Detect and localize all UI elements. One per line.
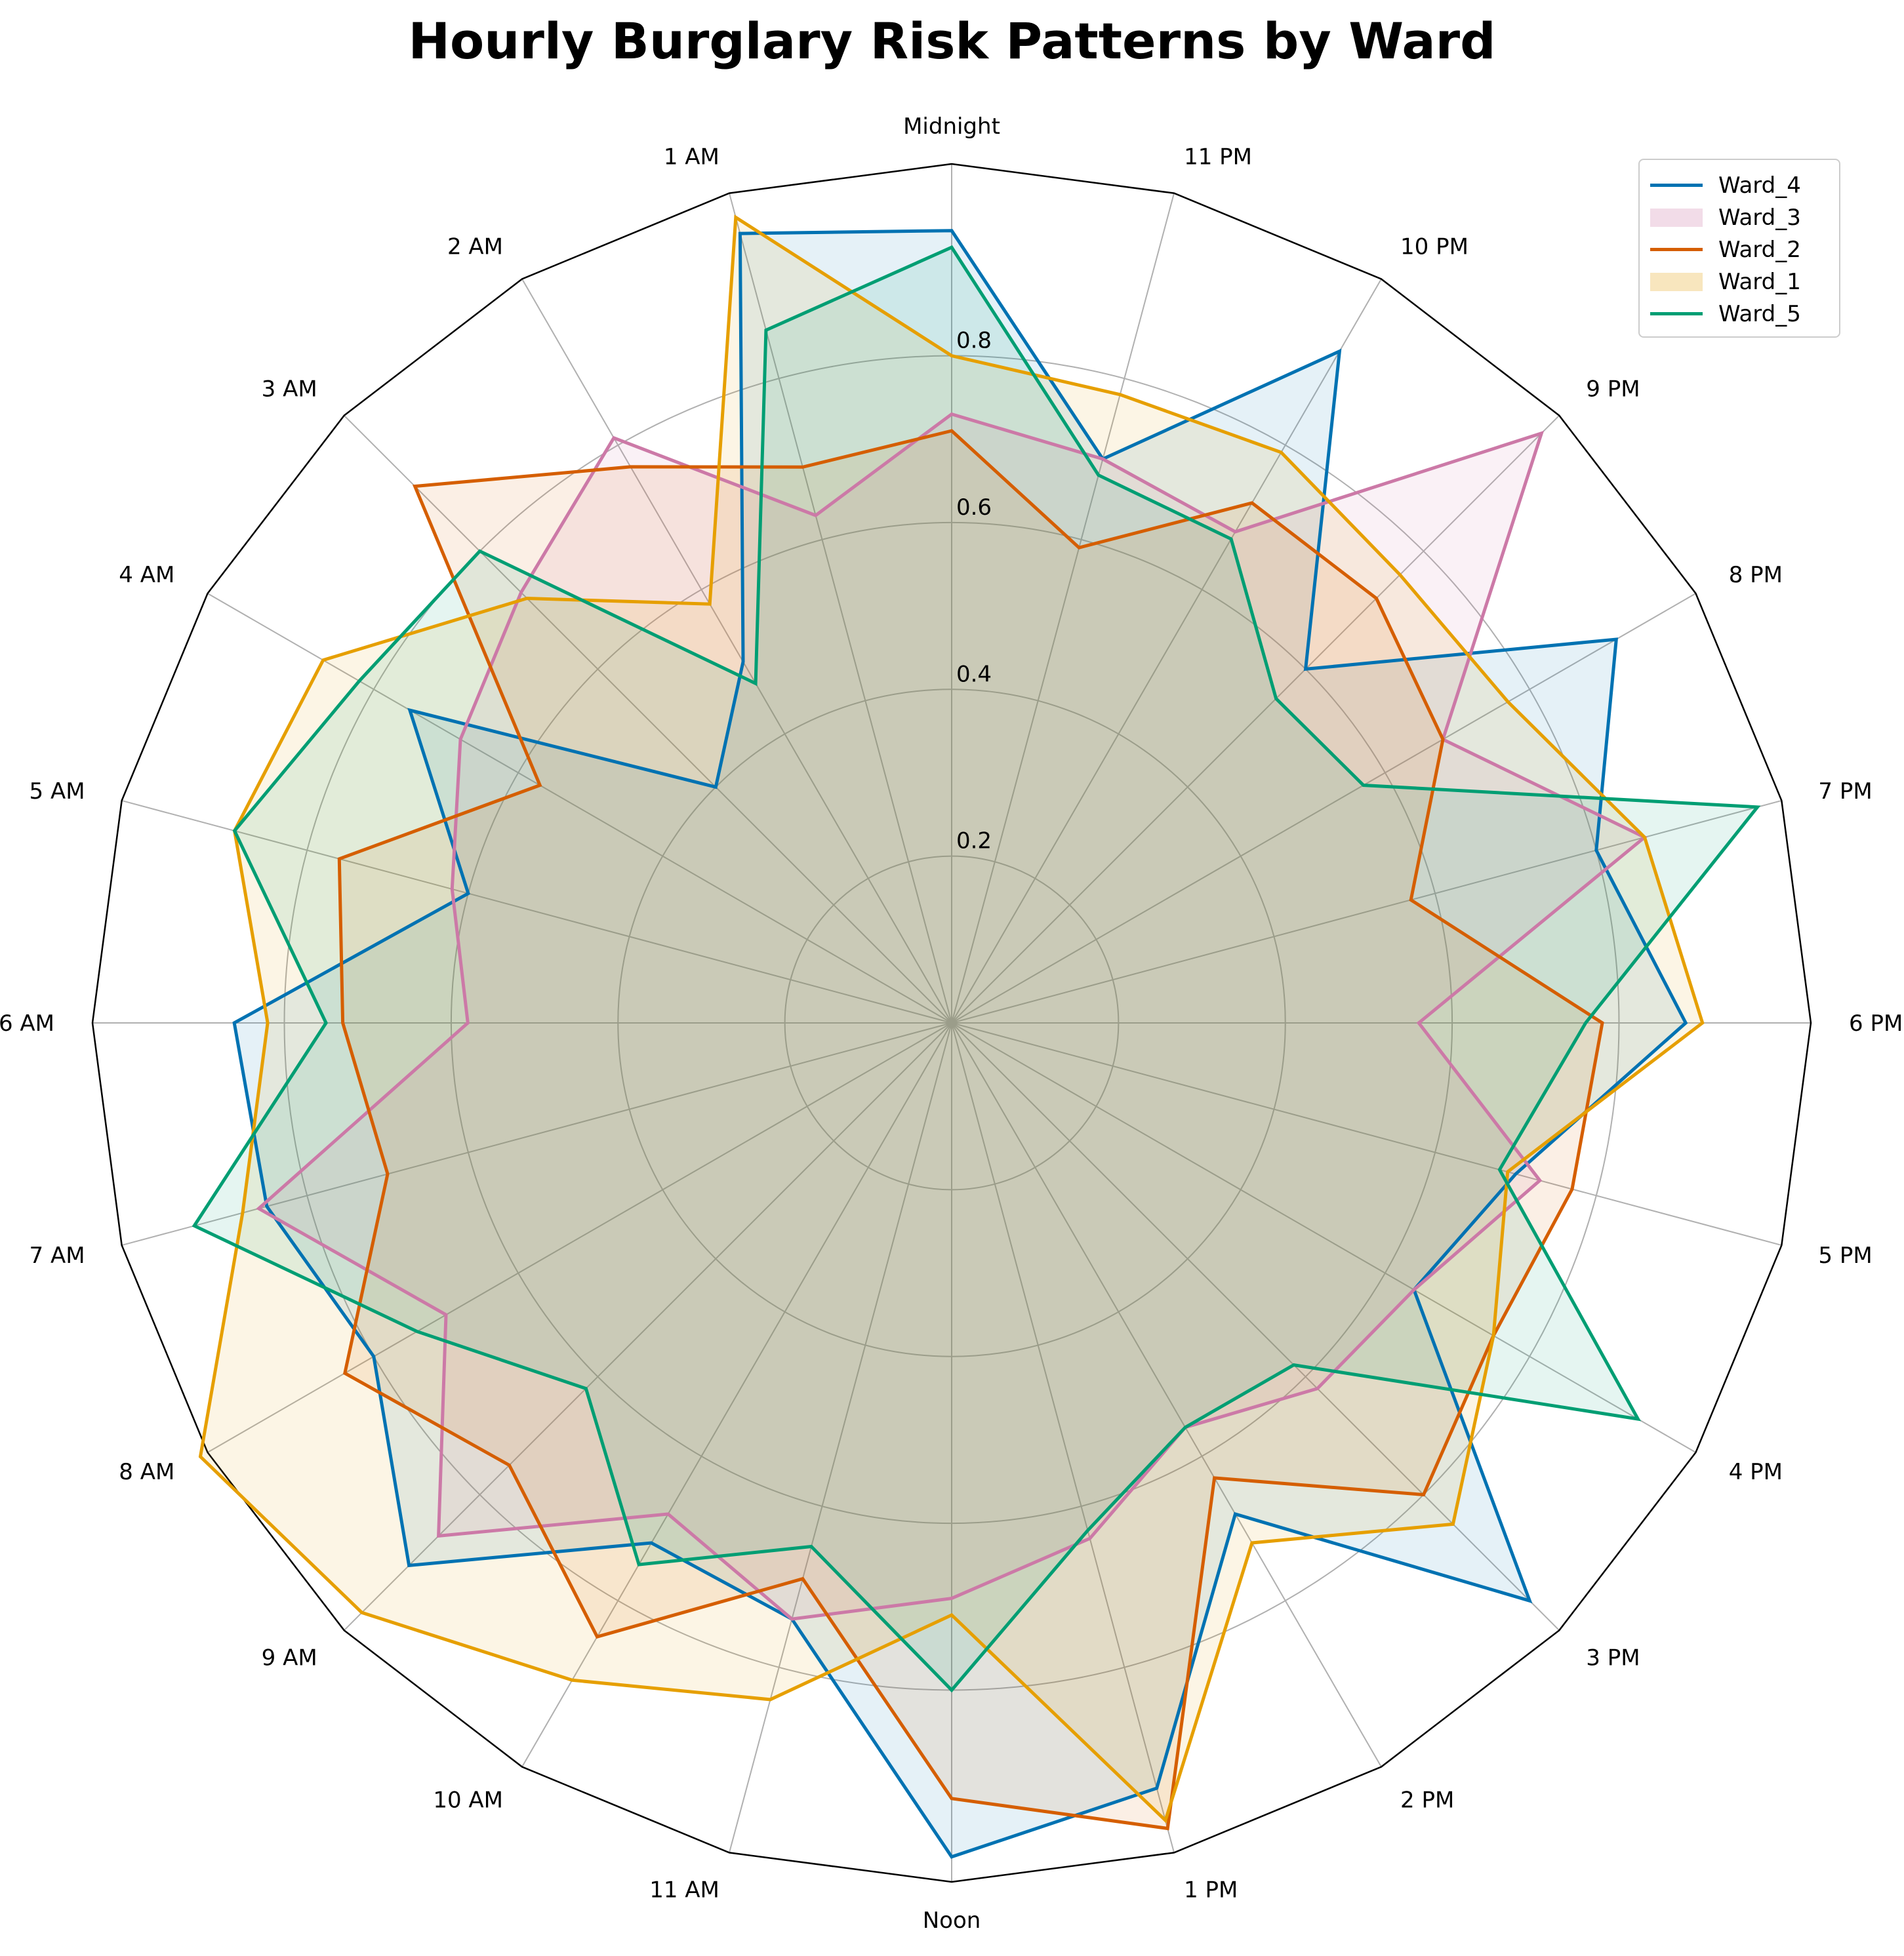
legend-entry: Ward_2 bbox=[1650, 233, 1829, 266]
legend-swatch bbox=[1650, 208, 1703, 227]
angle-label: 11 AM bbox=[649, 1877, 719, 1903]
legend: Ward_4 Ward_3 Ward_2 Ward_1 Ward_5 bbox=[1638, 159, 1840, 338]
series-lines bbox=[192, 214, 1761, 1859]
angle-label: 3 AM bbox=[262, 376, 317, 403]
spoke-line bbox=[951, 1022, 1560, 1631]
angle-label: 4 AM bbox=[119, 562, 174, 588]
angle-label: 8 PM bbox=[1729, 562, 1783, 588]
angle-label: 2 AM bbox=[447, 233, 503, 260]
series-line-Ward_4 bbox=[232, 229, 1688, 1859]
legend-label: Ward_1 bbox=[1718, 268, 1801, 295]
series-fill-Ward_2 bbox=[339, 431, 1602, 1829]
spoke-line bbox=[951, 414, 1560, 1024]
angle-label: 1 AM bbox=[664, 144, 719, 170]
series-fill-Ward_3 bbox=[258, 414, 1645, 1620]
radial-tick-label: 0.2 bbox=[956, 828, 992, 854]
spoke-line bbox=[121, 799, 952, 1024]
series-fill-Ward_5 bbox=[194, 247, 1758, 1690]
angle-label: 2 PM bbox=[1400, 1787, 1454, 1814]
angle-label: 3 PM bbox=[1586, 1645, 1640, 1671]
angle-label: 7 PM bbox=[1818, 778, 1872, 805]
legend-entry: Ward_5 bbox=[1650, 298, 1829, 330]
angle-label: 11 PM bbox=[1184, 144, 1252, 170]
spoke-line bbox=[728, 1022, 952, 1853]
legend-swatch bbox=[1650, 184, 1703, 187]
angle-label: 1 PM bbox=[1184, 1877, 1238, 1903]
series-fill-Ward_1 bbox=[200, 217, 1703, 1821]
axis-labels: 0.2 0.4 0.6 0.8 Midnight 1 AM 2 AM 3 AM 4 AM 5 AM… bbox=[0, 113, 1903, 1934]
spoke-line bbox=[521, 279, 952, 1024]
legend-entry: Ward_3 bbox=[1650, 201, 1829, 233]
angle-label: Noon bbox=[923, 1907, 981, 1934]
radial-tick-label: 0.6 bbox=[956, 494, 992, 521]
spoke-line bbox=[951, 593, 1696, 1024]
spoke-line bbox=[207, 593, 952, 1024]
angle-label: 7 AM bbox=[30, 1243, 85, 1269]
angle-label: 5 AM bbox=[30, 778, 85, 805]
angle-label: 6 AM bbox=[0, 1010, 54, 1037]
radial-grid bbox=[91, 163, 1812, 1883]
series-line-Ward_2 bbox=[337, 429, 1604, 1831]
spoke-line bbox=[951, 1022, 1175, 1853]
legend-label: Ward_4 bbox=[1718, 172, 1801, 199]
spoke-line bbox=[207, 1022, 952, 1453]
legend-entry: Ward_4 bbox=[1650, 169, 1829, 201]
legend-entry: Ward_1 bbox=[1650, 266, 1829, 298]
series-fill-Ward_4 bbox=[234, 230, 1686, 1857]
spoke-line bbox=[951, 1022, 1696, 1453]
spoke-line bbox=[951, 1022, 1782, 1247]
angle-label: 5 PM bbox=[1818, 1243, 1872, 1269]
radial-tick-label: 0.8 bbox=[956, 328, 992, 354]
legend-label: Ward_2 bbox=[1718, 236, 1801, 263]
angle-label: 8 AM bbox=[119, 1459, 174, 1485]
spoke-line bbox=[951, 193, 1175, 1024]
angle-label: 9 PM bbox=[1586, 376, 1640, 403]
angle-label: 10 AM bbox=[433, 1787, 503, 1814]
angle-label: 9 AM bbox=[262, 1645, 317, 1671]
chart-title: Hourly Burglary Risk Patterns by Ward bbox=[408, 12, 1496, 70]
angle-label: 10 PM bbox=[1400, 233, 1469, 260]
series-fills bbox=[194, 217, 1758, 1857]
series-line-Ward_5 bbox=[192, 245, 1761, 1693]
spoke-line bbox=[951, 279, 1382, 1024]
angle-label: 6 PM bbox=[1849, 1010, 1903, 1037]
angle-label: 4 PM bbox=[1729, 1459, 1783, 1485]
series-line-Ward_1 bbox=[198, 214, 1705, 1824]
outer-frame bbox=[91, 163, 1812, 1883]
spoke-line bbox=[343, 1022, 952, 1631]
legend-swatch bbox=[1650, 312, 1703, 315]
legend-swatch bbox=[1650, 248, 1703, 251]
legend-label: Ward_3 bbox=[1718, 204, 1801, 231]
spoke-line bbox=[521, 1022, 952, 1767]
spoke-line bbox=[951, 1022, 1382, 1767]
legend-label: Ward_5 bbox=[1718, 300, 1801, 327]
angle-label: Midnight bbox=[903, 113, 1000, 140]
legend-swatch bbox=[1650, 272, 1703, 291]
spoke-line bbox=[343, 414, 952, 1024]
radial-tick-label: 0.4 bbox=[956, 661, 992, 687]
